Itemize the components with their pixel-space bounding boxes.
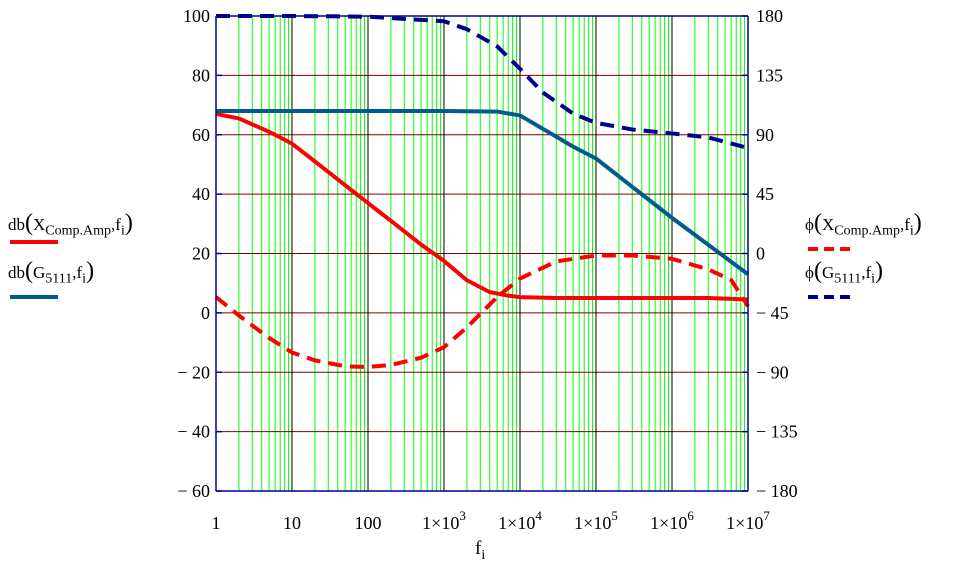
y-right-tick-label: 45 <box>756 184 774 204</box>
y-left-tick-label: − 20 <box>177 362 210 382</box>
y-right-tick-label: − 135 <box>756 422 798 442</box>
legend-phase-x-comp-amp: ϕ(XComp.Amp,fi) <box>805 210 922 239</box>
y-right-tick-label: 180 <box>756 6 783 26</box>
legend-phase-g5111: ϕ(G5111,fi) <box>805 258 884 287</box>
legend-swatch-db-x <box>10 240 58 244</box>
legend-swatch-db-g <box>10 295 58 299</box>
legend-db-x-comp-amp: db(XComp.Amp,fi) <box>8 210 133 239</box>
y-left-tick-label: − 60 <box>177 481 210 501</box>
y-right-tick-label: − 180 <box>756 481 798 501</box>
x-tick-label: 100 <box>355 513 382 533</box>
y-left-tick-label: − 40 <box>177 422 210 442</box>
y-right-tick-label: − 90 <box>756 362 789 382</box>
y-right-tick-label: 90 <box>756 125 774 145</box>
x-axis-label: fi <box>475 538 486 563</box>
x-tick-label: 1×107 <box>726 508 770 533</box>
axes <box>215 15 749 492</box>
tick-labels: 100 80 60 40 20 0 − 20 − 40 − 60 180 135 90 45 0 − 45 −… <box>177 6 797 533</box>
y-left-tick-label: 60 <box>192 125 210 145</box>
y-left-tick-label: 40 <box>192 184 210 204</box>
y-right-tick-label: 135 <box>756 65 783 85</box>
x-tick-label: 1 <box>212 513 221 533</box>
y-right-tick-label: 0 <box>756 244 765 264</box>
grid <box>215 15 749 492</box>
series-line-2 <box>214 253 750 369</box>
legend-swatch-phase-x <box>808 247 856 251</box>
series-line-3 <box>216 14 749 150</box>
x-tick-label: 1×105 <box>574 508 618 533</box>
series-layer <box>214 14 750 369</box>
x-tick-label: 1×106 <box>650 508 694 533</box>
legend-swatch-phase-g <box>808 295 856 299</box>
legend-db-g5111: db(G5111,fi) <box>8 258 95 287</box>
series-line-0 <box>215 112 749 302</box>
x-tick-label: 1×103 <box>422 508 466 533</box>
series-line-1 <box>216 109 750 276</box>
x-tick-label: 1×104 <box>498 508 542 533</box>
y-left-tick-label: 20 <box>192 244 210 264</box>
x-tick-label: 10 <box>283 513 301 533</box>
y-left-tick-label: 100 <box>183 6 210 26</box>
y-right-tick-label: − 45 <box>756 303 789 323</box>
y-left-tick-label: 0 <box>201 303 210 323</box>
y-left-tick-label: 80 <box>192 65 210 85</box>
